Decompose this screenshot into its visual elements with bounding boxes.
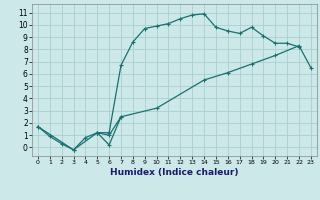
- X-axis label: Humidex (Indice chaleur): Humidex (Indice chaleur): [110, 168, 239, 177]
